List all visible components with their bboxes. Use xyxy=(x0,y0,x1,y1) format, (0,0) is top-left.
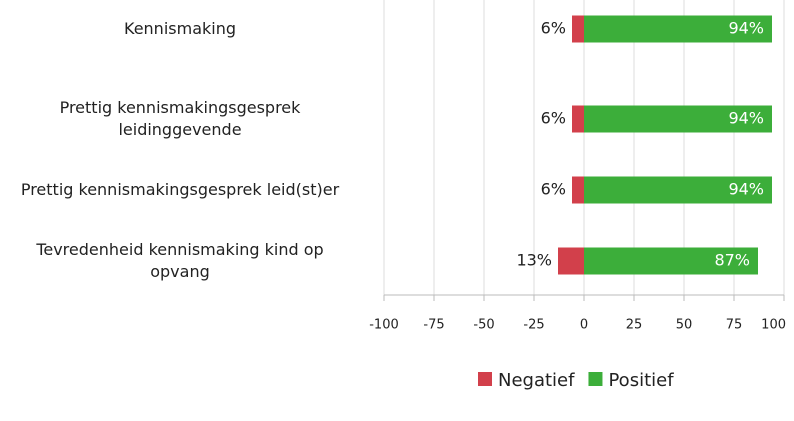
legend-label: Positief xyxy=(608,370,674,391)
legend-swatch xyxy=(478,372,492,386)
value-label: 13% xyxy=(516,251,552,270)
category-label: Kennismaking xyxy=(124,19,236,38)
bar xyxy=(558,247,584,275)
bar xyxy=(584,176,772,204)
value-label: 87% xyxy=(714,251,750,270)
category-label: Tevredenheid kennismaking kind op opvang xyxy=(36,240,324,281)
x-tick-label: 25 xyxy=(626,318,643,333)
value-label: 94% xyxy=(728,109,764,128)
bar xyxy=(584,15,772,43)
bar xyxy=(572,15,584,43)
x-tick-label: 75 xyxy=(726,318,743,333)
bar xyxy=(572,176,584,204)
value-label: 6% xyxy=(541,19,566,38)
x-tick-label: -100 xyxy=(369,318,399,333)
x-tick-label: 50 xyxy=(676,318,693,333)
x-tick-label: -25 xyxy=(523,318,544,333)
bar xyxy=(584,247,758,275)
category-label: Prettig kennismakingsgesprek leidinggeve… xyxy=(59,98,301,139)
bar xyxy=(572,105,584,133)
value-label: 94% xyxy=(728,19,764,38)
x-tick-label: 100 xyxy=(761,318,786,333)
value-label: 94% xyxy=(728,180,764,199)
x-tick-label: 0 xyxy=(580,318,588,333)
x-tick-label: -50 xyxy=(473,318,494,333)
category-label: Prettig kennismakingsgesprek leid(st)er xyxy=(20,180,340,199)
legend-swatch xyxy=(588,372,603,386)
value-label: 6% xyxy=(541,180,566,199)
value-label: 6% xyxy=(541,109,566,128)
bar xyxy=(584,105,772,133)
x-tick-label: -75 xyxy=(423,318,444,333)
legend-label: Negatief xyxy=(498,370,575,391)
